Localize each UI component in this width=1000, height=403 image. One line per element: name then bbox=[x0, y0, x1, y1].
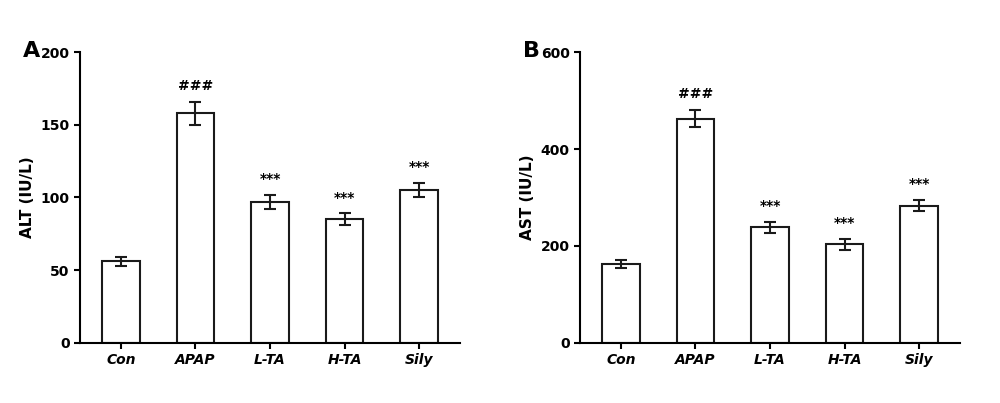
Text: ###: ### bbox=[178, 79, 213, 93]
Bar bbox=[677, 118, 714, 343]
Text: ***: *** bbox=[908, 177, 930, 191]
Bar bbox=[326, 219, 363, 343]
Bar bbox=[102, 261, 140, 343]
Text: ***: *** bbox=[334, 191, 355, 205]
Y-axis label: AST (IU/L): AST (IU/L) bbox=[520, 155, 535, 240]
Text: ***: *** bbox=[834, 216, 855, 230]
Bar bbox=[751, 227, 789, 343]
Bar bbox=[251, 202, 289, 343]
Text: ***: *** bbox=[408, 160, 430, 174]
Text: B: B bbox=[523, 41, 540, 61]
Bar bbox=[900, 206, 938, 343]
Bar bbox=[400, 190, 438, 343]
Y-axis label: ALT (IU/L): ALT (IU/L) bbox=[20, 157, 35, 238]
Bar bbox=[177, 113, 214, 343]
Text: ***: *** bbox=[259, 172, 281, 186]
Bar bbox=[826, 244, 863, 343]
Bar bbox=[602, 264, 640, 343]
Text: A: A bbox=[23, 41, 40, 61]
Text: ***: *** bbox=[759, 199, 781, 213]
Text: ###: ### bbox=[678, 87, 713, 101]
